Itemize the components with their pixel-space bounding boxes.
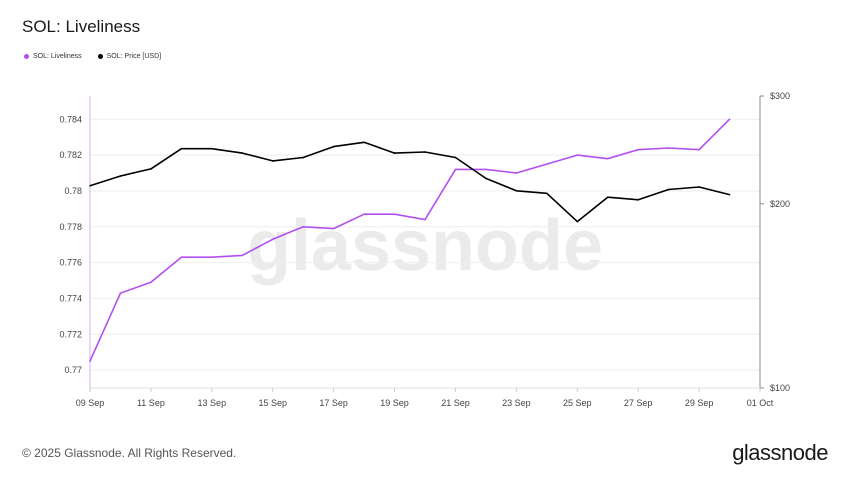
y-right-tick-label: $100 (770, 383, 790, 393)
x-tick-label: 13 Sep (198, 398, 227, 408)
axes (89, 95, 764, 392)
series-lines (89, 118, 731, 362)
liveliness-point (363, 213, 365, 216)
x-tick-label: 21 Sep (441, 398, 470, 408)
liveliness-point (454, 168, 457, 171)
footer-copyright: © 2025 Glassnode. All Rights Reserved. (22, 446, 237, 460)
legend-dot-liveliness (24, 54, 29, 59)
liveliness-point (241, 254, 244, 257)
grid-lines (90, 118, 760, 371)
legend-item-liveliness[interactable]: SOL: Liveliness (24, 53, 82, 60)
price-point (515, 190, 518, 192)
tick-labels: 0.77 0.772 0.774 0.776 0.778 0.78 0.782 0.784 $1… (59, 91, 790, 408)
x-tick-label: 27 Sep (624, 398, 653, 408)
y-left-tick-label: 0.78 (64, 186, 82, 196)
price-point (393, 152, 396, 154)
price-point (271, 160, 274, 162)
liveliness-point (271, 238, 274, 241)
liveliness-point (332, 227, 335, 230)
x-tick-label: 01 Oct (747, 398, 774, 408)
price-point (485, 177, 487, 180)
liveliness-point (150, 281, 152, 284)
price-point (180, 147, 183, 150)
price-line (89, 141, 730, 223)
price-point (606, 196, 609, 199)
chart-title: SOL: Liveliness (22, 17, 141, 36)
liveliness-point (667, 147, 670, 149)
legend-label-price: SOL: Price [USD] (106, 53, 162, 60)
liveliness-point (515, 172, 518, 174)
price-point (454, 156, 457, 159)
price-point (698, 186, 700, 188)
chart-legend: SOL: Liveliness SOL: Price [USD] (24, 53, 161, 60)
legend-dot-price (97, 54, 103, 59)
liveliness-point (180, 256, 183, 259)
liveliness-point (119, 292, 122, 294)
liveliness-point (211, 256, 213, 259)
liveliness-point (302, 225, 304, 228)
price-point (637, 199, 639, 201)
liveliness-point (485, 168, 487, 171)
price-point (424, 151, 426, 153)
liveliness-point (698, 148, 700, 151)
y-left-tick-label: 0.774 (59, 293, 82, 303)
legend-label-liveliness: SOL: Liveliness (33, 53, 82, 60)
liveliness-point (424, 218, 426, 221)
price-point (667, 188, 670, 191)
y-left-tick-label: 0.782 (59, 150, 82, 160)
liveliness-point (89, 360, 91, 362)
y-left-tick-label: 0.77 (64, 365, 82, 375)
price-point (89, 184, 91, 187)
price-point (150, 168, 152, 170)
price-point (211, 147, 213, 150)
price-point (241, 152, 244, 154)
price-point (363, 141, 365, 144)
watermark: glassnode (247, 206, 603, 286)
liveliness-point (606, 157, 609, 160)
liveliness-point (546, 163, 548, 165)
liveliness-point (576, 154, 579, 156)
x-tick-label: 19 Sep (380, 398, 409, 408)
price-point (728, 193, 731, 196)
x-tick-label: 29 Sep (685, 398, 714, 408)
price-point (546, 192, 548, 195)
price-point (576, 220, 579, 223)
y-left-tick-label: 0.784 (59, 114, 82, 124)
price-point (332, 145, 335, 148)
glassnode-logo[interactable]: glassnode (732, 440, 828, 465)
y-right-tick-label: $300 (770, 91, 790, 101)
x-tick-label: 09 Sep (76, 398, 105, 408)
y-left-tick-label: 0.772 (59, 329, 82, 339)
liveliness-point (393, 213, 396, 216)
liveliness-line (89, 118, 731, 362)
price-point (119, 175, 122, 177)
y-left-tick-label: 0.778 (59, 222, 82, 232)
x-tick-label: 25 Sep (563, 398, 592, 408)
liveliness-point (728, 118, 731, 121)
price-point (302, 156, 304, 159)
x-tick-label: 11 Sep (137, 398, 165, 408)
y-right-tick-label: $200 (770, 199, 790, 209)
x-tick-label: 17 Sep (319, 398, 348, 408)
x-tick-label: 15 Sep (258, 398, 287, 408)
legend-item-price[interactable]: SOL: Price [USD] (97, 53, 162, 60)
liveliness-point (637, 148, 639, 151)
x-tick-label: 23 Sep (502, 398, 531, 408)
y-left-tick-label: 0.776 (59, 258, 82, 268)
